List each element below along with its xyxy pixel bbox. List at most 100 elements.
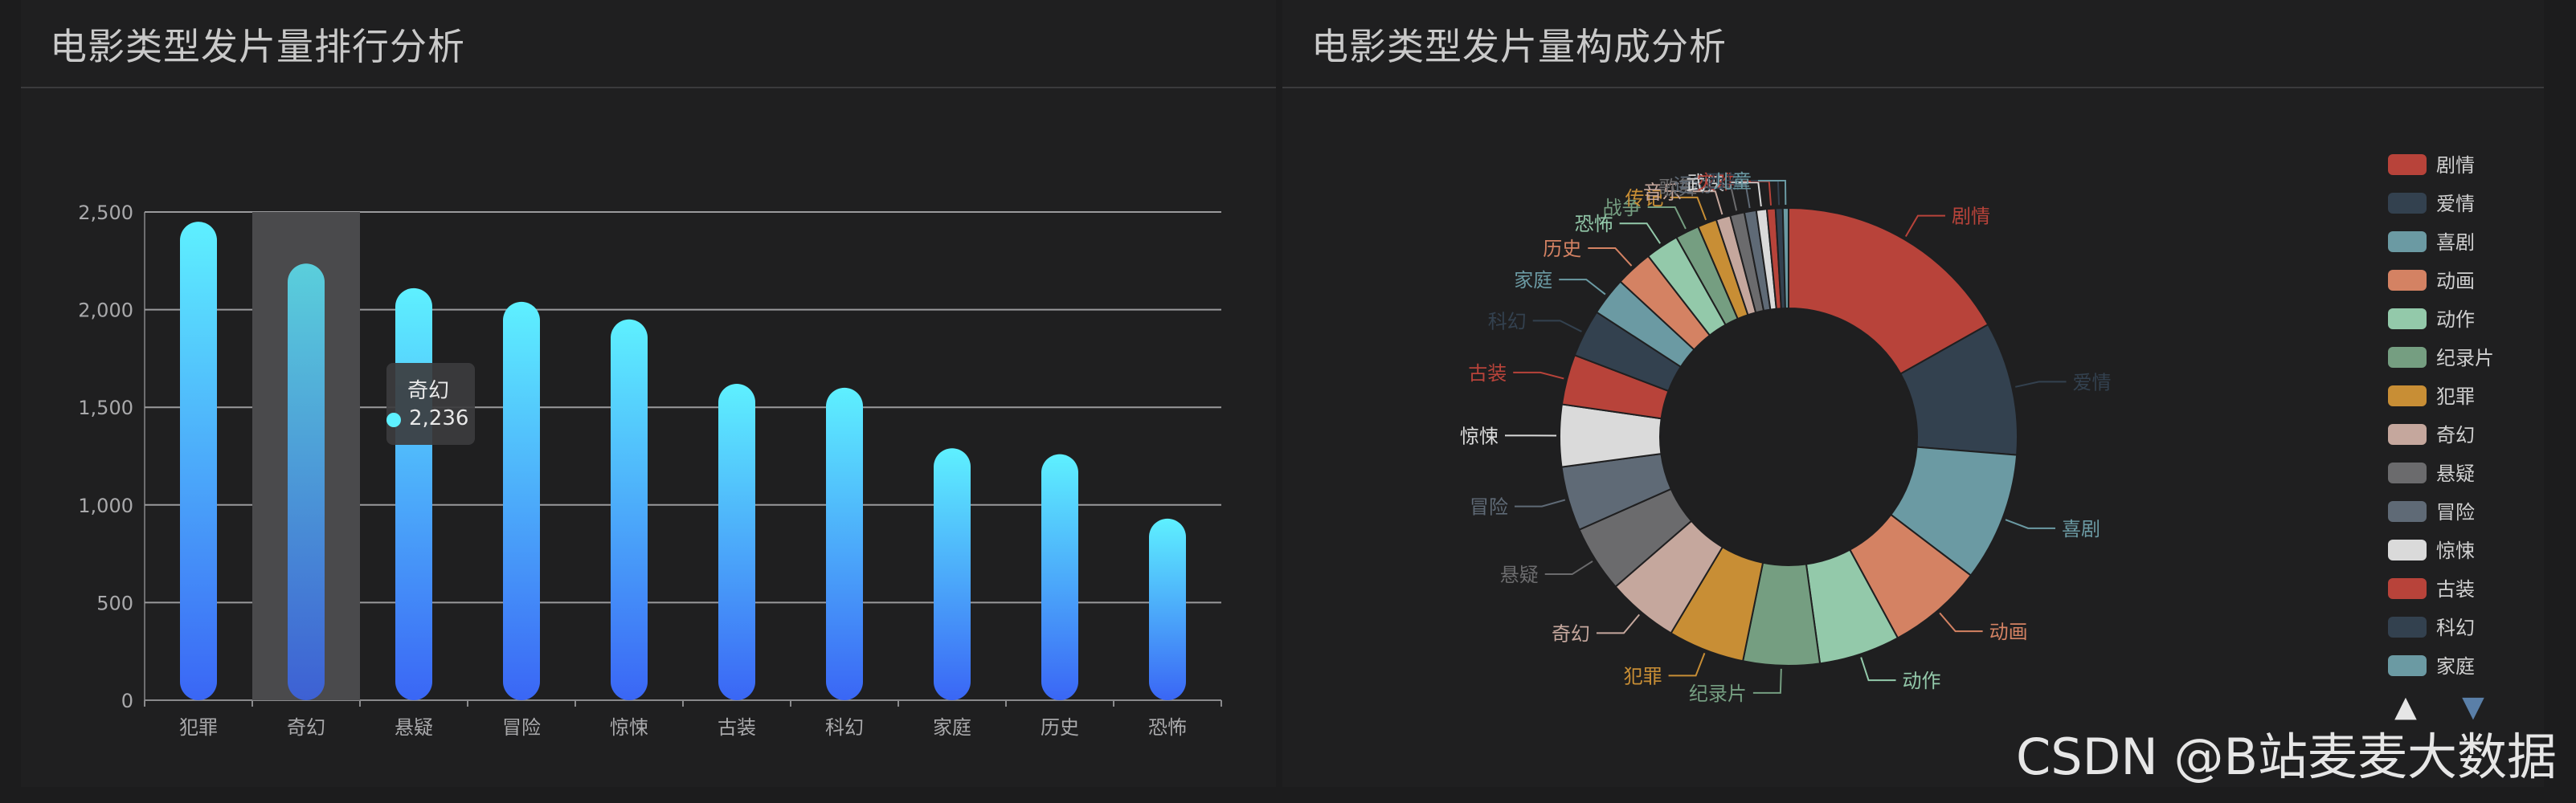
legend-item-动作: 动作 [2436, 308, 2475, 331]
leader-line [1532, 320, 1582, 332]
panel-divider [1282, 87, 2544, 88]
leader-line [1647, 206, 1687, 230]
legend-item-纪录片: 纪录片 [2436, 347, 2494, 369]
slice-label: 科幻 [1488, 310, 1527, 332]
legend-swatch [2388, 540, 2427, 560]
legend-swatch [2388, 385, 2427, 406]
bar-古装 [718, 384, 755, 700]
legend-item-古装: 古装 [2436, 578, 2475, 601]
y-tick-label: 500 [96, 592, 133, 614]
legend-item-喜剧: 喜剧 [2436, 231, 2475, 254]
leader-line [2015, 381, 2067, 388]
slice-label: 动画 [1989, 621, 2028, 643]
legend-swatch [2388, 424, 2427, 445]
slice-label: 历史 [1543, 238, 1581, 260]
leader-line [1904, 214, 1945, 237]
legend-swatch [2388, 578, 2427, 599]
leader-line [1596, 613, 1641, 634]
bar-悬疑 [395, 287, 432, 700]
x-tick-label: 冒险 [502, 716, 541, 739]
legend-swatch [2388, 270, 2427, 291]
slice-label: 武侠 [1686, 172, 1724, 194]
x-tick-label: 惊悚 [610, 716, 648, 739]
legend-item-悬疑: 悬疑 [2436, 463, 2475, 485]
x-tick-label: 历史 [1041, 716, 1079, 739]
legend-swatch [2388, 308, 2427, 329]
pie-chart-title: 电影类型发片量构成分析 [1311, 25, 1727, 68]
leader-line [1718, 183, 1751, 209]
leader-line [1757, 180, 1787, 206]
leader-line [1687, 190, 1723, 215]
bar-家庭 [934, 448, 971, 700]
slice-label: 传记 [1625, 187, 1663, 210]
slice-label: 纪录片 [1689, 683, 1747, 705]
legend-item-家庭: 家庭 [2436, 655, 2475, 678]
y-tick-label: 0 [121, 690, 133, 712]
legend-prev-icon[interactable]: ▲ [2394, 691, 2417, 724]
bar-犯罪 [180, 222, 217, 700]
bar-恐怖 [1149, 518, 1186, 700]
slice-label: 西部 [1706, 170, 1744, 193]
slice-label: 奇幻 [1552, 622, 1590, 645]
leader-line [1752, 668, 1782, 694]
leader-line [2005, 519, 2055, 529]
slice-label: 儿童 [1713, 170, 1752, 193]
legend-item-爱情: 爱情 [2436, 193, 2475, 215]
legend-next-icon[interactable]: ▼ [2462, 691, 2484, 724]
x-tick-label: 恐怖 [1148, 716, 1187, 739]
bar-科幻 [826, 387, 863, 700]
bar-冒险 [503, 301, 540, 700]
legend-swatch [2388, 655, 2427, 676]
slice-label: 悬疑 [1500, 564, 1539, 586]
panel-divider [21, 87, 1276, 88]
leader-line [1619, 222, 1662, 244]
csdn-watermark: CSDN @B站麦麦大数据 [2015, 728, 2557, 786]
x-tick-label: 悬疑 [395, 716, 433, 739]
slice-label: 恐怖 [1575, 213, 1613, 235]
legend-swatch [2388, 347, 2427, 368]
legend-swatch [2388, 617, 2427, 638]
y-tick-label: 2,000 [78, 300, 133, 322]
x-tick-label: 科幻 [825, 716, 864, 739]
slice-label: 家庭 [1514, 269, 1552, 291]
leader-line [1559, 279, 1606, 296]
slice-label: 战争 [1603, 197, 1642, 219]
legend-swatch [2388, 154, 2427, 175]
slice-label: 喜剧 [2062, 518, 2100, 540]
slice-label: 古装 [1468, 362, 1507, 385]
leader-line [1513, 371, 1564, 380]
bar-tooltip: 奇幻 2,236 [386, 363, 475, 445]
legend-item-冒险: 冒险 [2436, 501, 2475, 524]
leader-line [1670, 196, 1707, 221]
x-tick-label: 犯罪 [179, 716, 218, 739]
leader-line [1731, 181, 1762, 207]
x-tick-label: 奇幻 [287, 716, 325, 739]
legend-item-惊悚: 惊悚 [2436, 540, 2475, 562]
tooltip-category: 奇幻 [407, 379, 450, 403]
slice-label: 运动 [1674, 174, 1712, 197]
legend-item-奇幻: 奇幻 [2436, 424, 2475, 446]
legend-swatch [2388, 193, 2427, 214]
bar-惊悚 [611, 319, 648, 700]
leader-line [1939, 612, 1983, 633]
legend-swatch [2388, 501, 2427, 522]
leader-line [1588, 247, 1633, 267]
bar-chart-panel: 电影类型发片量排行分析 0 500 1,000 1,500 2,000 2,500 犯罪 奇幻… [21, 0, 1276, 787]
tooltip-value: 2,236 [409, 406, 469, 430]
y-tick-label: 1,500 [78, 397, 133, 419]
slice-label: 歌舞 [1658, 177, 1697, 199]
bar-历史 [1041, 454, 1078, 700]
bar-chart-title: 电影类型发片量排行分析 [50, 25, 465, 68]
x-tick-label: 古装 [718, 716, 756, 739]
slice-label: 惊悚 [1460, 425, 1499, 447]
legend-item-动画: 动画 [2436, 270, 2475, 292]
slice-label: 音乐 [1643, 181, 1682, 203]
slice-label: 灾难 [1697, 171, 1736, 194]
y-tick-label: 2,500 [78, 202, 133, 224]
slice-儿童 [1781, 206, 1789, 310]
legend-swatch [2388, 231, 2427, 252]
pie-chart: 剧情爱情喜剧动画动作纪录片犯罪奇幻悬疑冒险惊悚古装科幻家庭历史恐怖战争传记音乐歌… [1460, 154, 2494, 724]
leader-line [1703, 186, 1738, 211]
leader-line [1668, 653, 1706, 677]
